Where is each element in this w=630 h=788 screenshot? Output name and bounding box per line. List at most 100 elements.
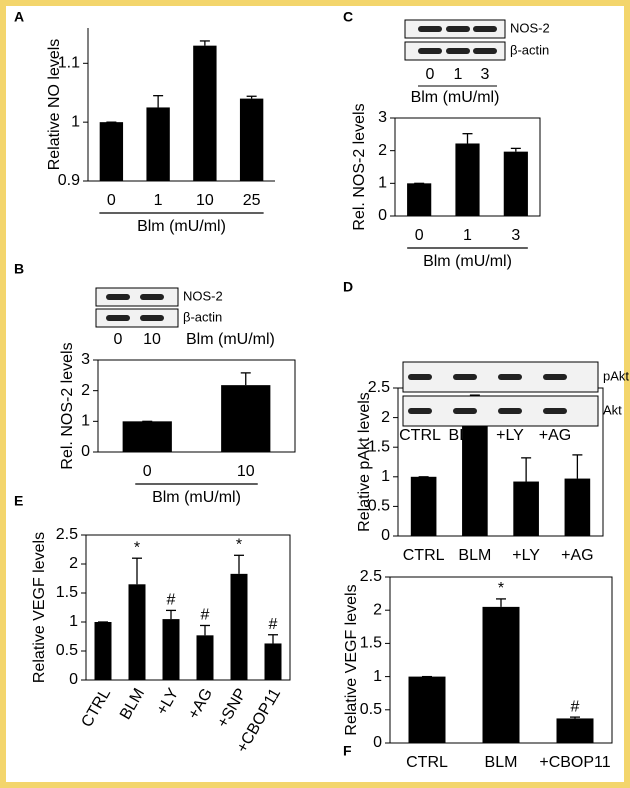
bar <box>455 143 480 216</box>
y-tick-label: 1 <box>81 413 90 430</box>
x-tick-label: CTRL <box>406 754 448 771</box>
bar <box>239 98 264 181</box>
bar <box>564 478 591 536</box>
blot-lane-label: 0 <box>426 66 435 83</box>
y-tick-label: 1 <box>69 613 78 630</box>
y-tick-label: 2 <box>378 142 387 159</box>
blot-row <box>95 308 179 328</box>
y-tick-label: 0.5 <box>360 701 382 718</box>
blot-band <box>408 374 432 380</box>
x-tick-label: BLM <box>485 754 518 771</box>
blot-band <box>473 26 497 32</box>
y-tick-label: 0 <box>373 734 382 751</box>
y-tick-label: 1 <box>373 668 382 685</box>
blot-band <box>106 294 130 300</box>
x-tick-label: +LY <box>512 547 540 564</box>
blot-band <box>543 408 567 414</box>
panel-label: B <box>14 261 24 277</box>
bar <box>128 584 146 680</box>
significance-marker: # <box>167 592 176 609</box>
y-tick-label: 0.5 <box>368 498 390 515</box>
panel-label: C <box>343 9 353 25</box>
blot-lane-label: +AG <box>539 427 571 444</box>
y-tick-label: 0 <box>381 527 390 544</box>
y-tick-label: 2 <box>81 382 90 399</box>
y-axis-label: Relative VEGF levels <box>343 584 360 735</box>
y-axis-label: Relative VEGF levels <box>31 532 48 683</box>
y-axis-label: Relative NO levels <box>46 39 63 171</box>
y-tick-label: 0 <box>378 207 387 224</box>
panel-label: D <box>343 279 353 295</box>
x-tick-label: 10 <box>237 463 255 480</box>
x-tick-label: 10 <box>196 192 214 209</box>
significance-marker: # <box>201 607 210 624</box>
blot-band <box>543 374 567 380</box>
panel-label: F <box>343 743 352 759</box>
blot-lane-title: Blm (mU/ml) <box>411 89 500 106</box>
y-tick-label: 2.5 <box>360 568 382 585</box>
x-tick-label: +CBOP11 <box>539 754 610 771</box>
blot-band <box>498 374 522 380</box>
bar <box>407 183 432 216</box>
blot-band <box>446 48 470 54</box>
y-tick-label: 2 <box>373 601 382 618</box>
blot-row-label: NOS-2 <box>510 20 550 35</box>
x-tick-label: 0 <box>143 463 152 480</box>
y-axis-label: Rel. NOS-2 levels <box>59 342 76 469</box>
x-axis-label: Blm (mU/ml) <box>152 489 241 506</box>
x-tick-label: 1 <box>463 227 472 244</box>
y-tick-label: 1 <box>381 468 390 485</box>
x-tick-label: 3 <box>511 227 520 244</box>
blot-band <box>408 408 432 414</box>
blot-band <box>473 48 497 54</box>
x-axis-label: Blm (mU/ml) <box>423 253 512 270</box>
bar <box>146 107 170 181</box>
y-tick-label: 1.5 <box>368 438 390 455</box>
blot-lane-title: Blm (mU/ml) <box>186 331 275 348</box>
significance-marker: * <box>134 539 140 556</box>
significance-marker: # <box>269 616 278 633</box>
blot-lane-label: CTRL <box>399 427 441 444</box>
significance-marker: * <box>236 537 242 554</box>
significance-marker: * <box>498 580 504 597</box>
x-tick-label: BLM <box>458 547 491 564</box>
panel-label: E <box>14 493 23 509</box>
blot-band <box>453 374 477 380</box>
bar <box>264 643 282 680</box>
y-tick-label: 1.1 <box>58 55 80 72</box>
plot-frame <box>97 359 296 453</box>
blot-band <box>140 315 164 321</box>
bar <box>513 481 539 536</box>
y-tick-label: 1.5 <box>360 635 382 652</box>
y-tick-label: 2.5 <box>368 379 390 396</box>
y-tick-label: 0.9 <box>58 172 80 189</box>
plot-frame <box>85 534 291 681</box>
y-tick-label: 0 <box>81 443 90 460</box>
bar <box>122 421 172 452</box>
y-tick-label: 3 <box>378 109 387 126</box>
x-tick-label: 25 <box>243 192 261 209</box>
blot-row-label: Akt <box>603 402 622 417</box>
y-tick-label: 1 <box>378 175 387 192</box>
blot-band <box>418 48 442 54</box>
y-tick-label: 0.5 <box>56 642 78 659</box>
bar <box>99 122 124 181</box>
blot-lane-label: 3 <box>481 66 490 83</box>
blot-band <box>418 26 442 32</box>
blot-row-label: β-actin <box>183 309 222 324</box>
x-tick-label: 0 <box>415 227 424 244</box>
blot-band <box>453 408 477 414</box>
bar <box>162 619 180 680</box>
bar <box>410 476 437 536</box>
significance-marker: # <box>571 698 580 715</box>
y-axis-label: Rel. NOS-2 levels <box>351 103 368 230</box>
y-tick-label: 0 <box>69 671 78 688</box>
y-tick-label: 2 <box>381 409 390 426</box>
blot-lane-label: 1 <box>454 66 463 83</box>
blot-row-label: pAkt <box>603 368 629 383</box>
x-tick-label: +AG <box>561 547 593 564</box>
x-tick-label: 1 <box>154 192 163 209</box>
y-tick-label: 1 <box>71 113 80 130</box>
panel-label: A <box>14 9 24 25</box>
